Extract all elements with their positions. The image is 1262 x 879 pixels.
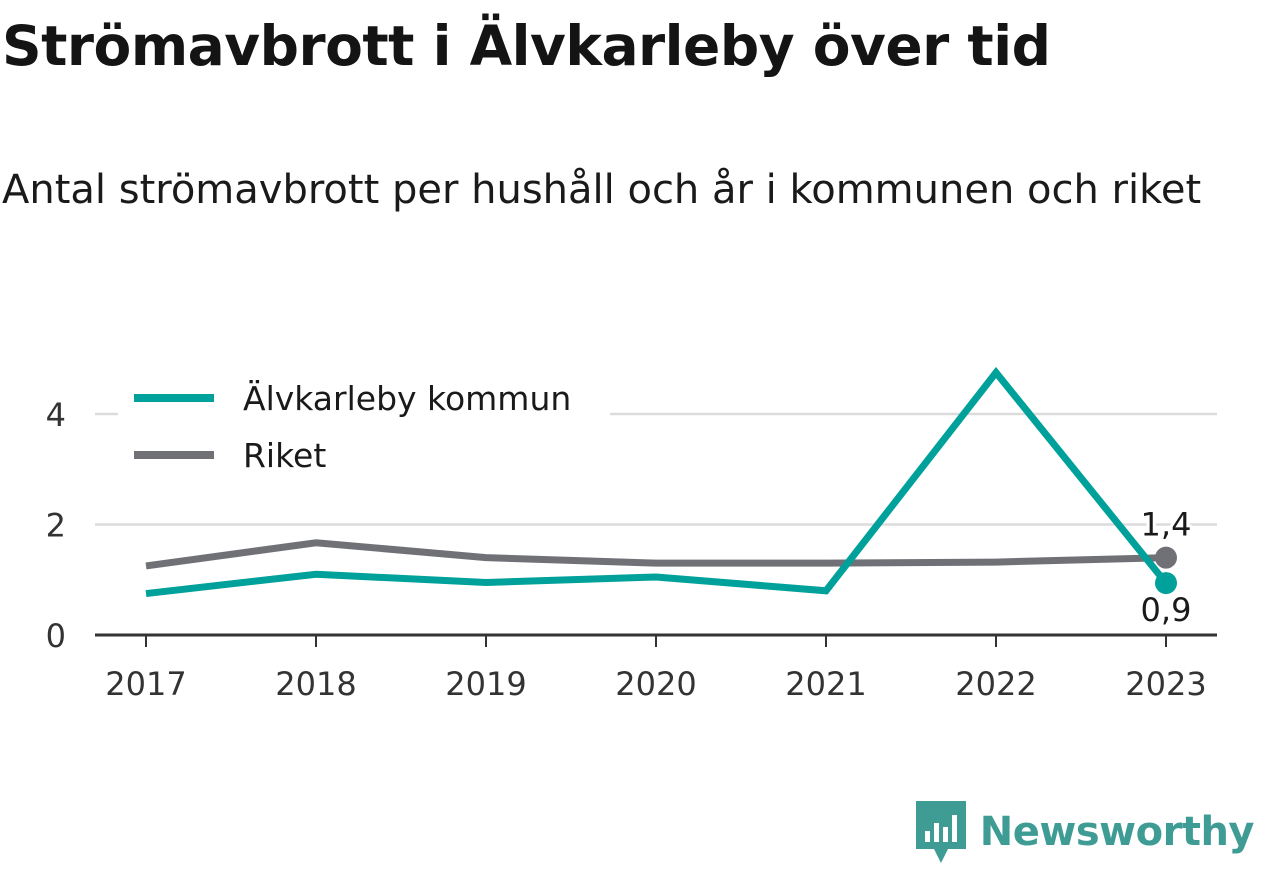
legend-label: Riket bbox=[243, 436, 326, 475]
brand-logo: Newsworthy bbox=[915, 801, 1255, 863]
data-label: 0,9 bbox=[1141, 591, 1192, 629]
y-tick-label: 4 bbox=[46, 396, 66, 434]
y-tick-label: 0 bbox=[46, 617, 66, 655]
x-tick-label: 2018 bbox=[275, 665, 356, 703]
end-labels: 0,9 1,4 bbox=[1138, 503, 1195, 632]
series-lines bbox=[145, 366, 1177, 598]
x-tick-label: 2023 bbox=[1125, 665, 1206, 703]
newsworthy-logo-icon bbox=[915, 801, 966, 863]
legend: Älvkarleby kommun Riket bbox=[118, 372, 610, 484]
y-tick-label: 2 bbox=[46, 507, 66, 545]
series-line bbox=[145, 539, 1167, 570]
chart-subtitle: Antal strömavbrott per hushåll och år i … bbox=[2, 167, 1202, 213]
legend-label: Älvkarleby kommun bbox=[243, 379, 571, 418]
x-tick-label: 2019 bbox=[445, 665, 526, 703]
series-end-point bbox=[1155, 546, 1177, 569]
data-label: 1,4 bbox=[1141, 506, 1192, 544]
x-axis: 2017 2018 2019 2020 2021 2022 2023 bbox=[95, 633, 1217, 703]
x-tick-label: 2017 bbox=[105, 665, 186, 703]
y-axis-ticks: 0 2 4 bbox=[46, 396, 66, 655]
x-tick-label: 2022 bbox=[955, 665, 1036, 703]
chart-title: Strömavbrott i Älvkarleby över tid bbox=[2, 14, 1051, 78]
legend-background bbox=[118, 372, 610, 484]
x-tick-label: 2021 bbox=[785, 665, 866, 703]
series-end-point bbox=[1155, 572, 1177, 595]
x-tick-label: 2020 bbox=[615, 665, 696, 703]
brand-name: Newsworthy bbox=[979, 809, 1255, 855]
series-line bbox=[145, 366, 1169, 598]
